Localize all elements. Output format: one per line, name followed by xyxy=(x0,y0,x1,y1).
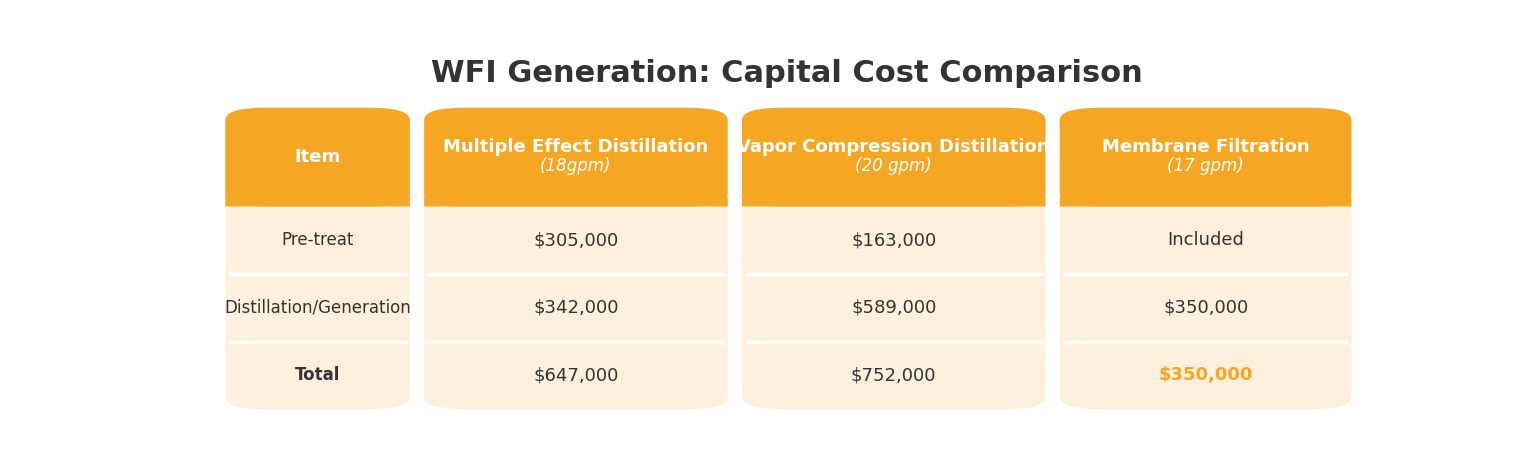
Text: $305,000: $305,000 xyxy=(533,231,619,249)
Text: Total: Total xyxy=(295,366,341,384)
Text: Item: Item xyxy=(295,148,341,166)
FancyBboxPatch shape xyxy=(424,108,728,207)
Text: Included: Included xyxy=(1167,231,1244,249)
FancyBboxPatch shape xyxy=(424,197,728,207)
FancyBboxPatch shape xyxy=(226,197,410,207)
FancyBboxPatch shape xyxy=(742,108,1046,409)
FancyBboxPatch shape xyxy=(226,108,410,207)
FancyBboxPatch shape xyxy=(1060,197,1352,207)
Text: (17 gpm): (17 gpm) xyxy=(1167,157,1244,175)
Text: $752,000: $752,000 xyxy=(851,366,937,384)
Text: $589,000: $589,000 xyxy=(851,299,937,317)
Text: WFI Generation: Capital Cost Comparison: WFI Generation: Capital Cost Comparison xyxy=(432,58,1143,88)
Text: Multiple Effect Distillation: Multiple Effect Distillation xyxy=(444,139,708,157)
Text: $342,000: $342,000 xyxy=(533,299,619,317)
FancyBboxPatch shape xyxy=(1060,108,1352,409)
Text: $350,000: $350,000 xyxy=(1158,366,1253,384)
FancyBboxPatch shape xyxy=(1060,108,1352,207)
Text: Vapor Compression Distillation: Vapor Compression Distillation xyxy=(737,139,1051,157)
Text: $163,000: $163,000 xyxy=(851,231,937,249)
Text: (20 gpm): (20 gpm) xyxy=(856,157,932,175)
Text: (18gpm): (18gpm) xyxy=(541,157,611,175)
FancyBboxPatch shape xyxy=(424,108,728,409)
Text: Distillation/Generation: Distillation/Generation xyxy=(224,299,412,317)
FancyBboxPatch shape xyxy=(742,197,1046,207)
Text: Pre-treat: Pre-treat xyxy=(281,231,353,249)
Text: $647,000: $647,000 xyxy=(533,366,619,384)
FancyBboxPatch shape xyxy=(226,108,410,409)
FancyBboxPatch shape xyxy=(742,108,1046,207)
Text: Membrane Filtration: Membrane Filtration xyxy=(1101,139,1309,157)
Text: $350,000: $350,000 xyxy=(1163,299,1249,317)
